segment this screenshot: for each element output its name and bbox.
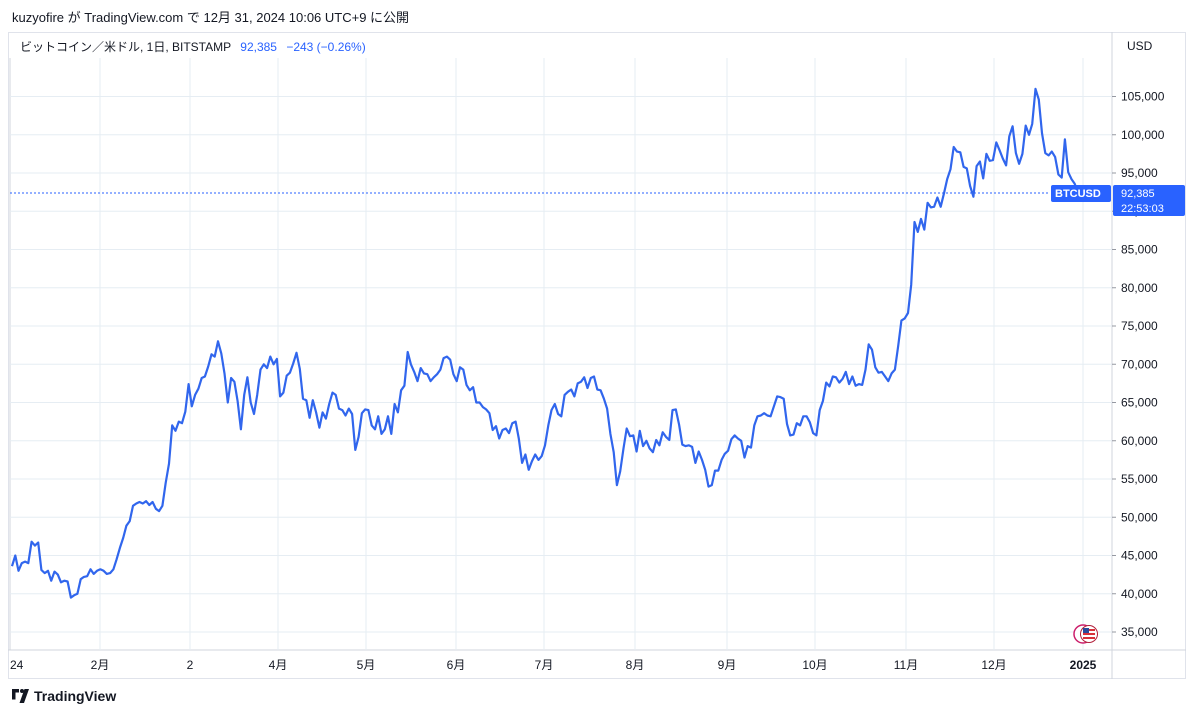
symbol-label: ビットコイン／米ドル, 1日, BITSTAMP [20,40,231,54]
x-tick-label: 8月 [626,658,645,672]
x-tick-label: 12月 [981,658,1006,672]
y-tick-label: 95,000 [1121,166,1158,180]
ticker-symbol-box [1051,185,1111,203]
y-tick-label: 80,000 [1121,281,1158,295]
y-tick-label: 40,000 [1121,587,1158,601]
y-tick-label: 45,000 [1121,549,1158,563]
tradingview-brand[interactable]: TradingView [12,688,116,704]
x-tick-label: 4月 [269,658,288,672]
symbol-legend[interactable]: ビットコイン／米ドル, 1日, BITSTAMP 92,385 −243 (−0… [20,38,366,55]
y-tick-label: 75,000 [1121,319,1158,333]
y-axis: 35,000 40,000 45,000 50,000 55,000 60,000 65,0… [1112,90,1165,639]
x-tick-label: 2月 [91,658,110,672]
y-tick-label: 100,000 [1121,128,1165,142]
ticker-countdown: 22:53:03 [1121,203,1164,215]
legend-change: −243 (−0.26%) [286,40,366,54]
x-tick-label: 6月 [447,658,466,672]
brand-name: TradingView [34,688,117,704]
currency-label[interactable]: USD [1127,39,1153,53]
grid-lines [8,32,1186,679]
y-tick-label: 60,000 [1121,434,1158,448]
x-tick-label: 7月 [535,658,554,672]
x-tick-label: 2025 [1070,658,1097,672]
price-line [10,87,1080,599]
flag-icon [1073,624,1098,644]
x-axis: 24 2月 2 4月 5月 6月 7月 8月 9月 10月 11月 12月 2025 [10,658,1097,672]
y-tick-label: 55,000 [1121,472,1158,486]
x-tick-label: 11月 [894,658,918,672]
y-tick-label: 50,000 [1121,510,1158,524]
x-tick-label: 24 [10,658,24,672]
publish-info: kuzyofire が TradingView.com で 12月 31, 20… [12,10,410,25]
y-tick-label: 105,000 [1121,90,1165,104]
y-tick-label: 35,000 [1121,625,1158,639]
y-tick-label: 85,000 [1121,243,1158,257]
x-tick-label: 9月 [718,658,737,672]
ticker-symbol: BTCUSD [1055,188,1101,200]
legend-price: 92,385 [240,40,277,54]
chart-frame [8,32,1186,679]
tradingview-logo-icon [12,689,29,703]
x-tick-label: 10月 [802,658,827,672]
ticker-price-box [1113,185,1185,217]
ticker-tag: BTCUSD 92,385 22:53:03 [1051,185,1185,217]
ticker-price: 92,385 [1121,188,1155,200]
x-tick-label: 2 [187,658,194,672]
y-tick-label: 70,000 [1121,357,1158,371]
y-tick-label: 65,000 [1121,396,1158,410]
x-tick-label: 5月 [357,658,376,672]
